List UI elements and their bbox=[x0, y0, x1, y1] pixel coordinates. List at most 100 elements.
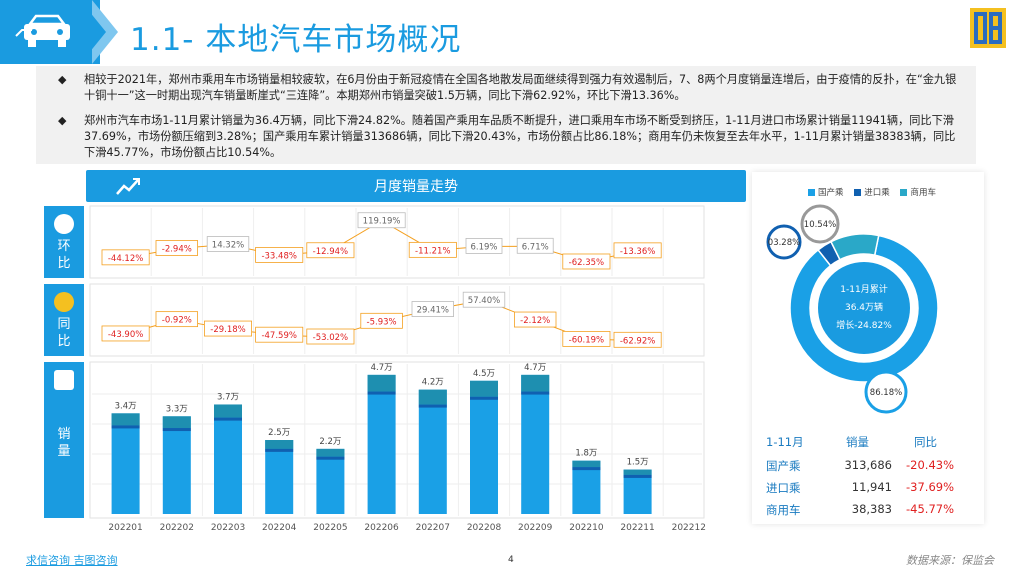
bar-value-label: 4.2万 bbox=[422, 378, 444, 388]
sales-bar-divider bbox=[418, 404, 447, 408]
sales-bar-top bbox=[111, 413, 140, 426]
data-label-box bbox=[408, 241, 457, 258]
data-label-box bbox=[360, 312, 403, 329]
data-label: -29.18% bbox=[210, 325, 245, 335]
x-tick-label: 202204 bbox=[262, 523, 297, 533]
data-label-box bbox=[255, 326, 304, 343]
footer-links[interactable]: 求信咨询 吉图咨询 bbox=[26, 554, 118, 567]
data-label-box bbox=[357, 212, 406, 229]
percent-icon bbox=[54, 292, 74, 312]
bar-value-label: 3.4万 bbox=[115, 401, 137, 411]
x-tick-label: 202212 bbox=[672, 523, 706, 533]
bar-value-label: 1.5万 bbox=[627, 458, 649, 468]
data-label: -0.92% bbox=[162, 316, 192, 326]
monthly-chart: -44.12% -2.94% 14.32% -33.48% -12.94% 119.19%… bbox=[89, 205, 706, 533]
data-label-box bbox=[206, 236, 250, 252]
data-label: 14.32% bbox=[212, 241, 244, 251]
data-label-box bbox=[204, 320, 253, 337]
x-tick-label: 202210 bbox=[569, 523, 604, 533]
chart-title-bar: 月度销量走势 bbox=[86, 170, 746, 202]
side-label-sales: 销量 bbox=[44, 362, 84, 518]
sales-bar-top bbox=[214, 404, 242, 418]
sales-bar-top bbox=[572, 460, 601, 468]
donut-center-line: 增长-24.82% bbox=[836, 319, 892, 331]
sales-bar-top bbox=[521, 374, 550, 392]
data-label: -47.59% bbox=[261, 331, 296, 341]
summary-text: 郑州市汽车市场1-11月累计销量为36.4万辆，同比下滑24.82%。随着国产乘… bbox=[84, 114, 956, 159]
data-label-box bbox=[462, 291, 506, 308]
sales-bar-top bbox=[162, 416, 191, 429]
sales-bar bbox=[214, 404, 242, 514]
donut-callout-label: 86.18% bbox=[870, 388, 902, 398]
data-label: -44.12% bbox=[108, 254, 143, 264]
donut-slice bbox=[789, 234, 939, 383]
table-cell-sales: 313,686 bbox=[844, 458, 892, 472]
bar-value-label: 3.3万 bbox=[166, 404, 188, 414]
page-title: 1.1- 本地汽车市场概况 bbox=[130, 22, 462, 58]
sales-bar-divider bbox=[623, 474, 652, 478]
donut-callout-circle bbox=[766, 224, 802, 260]
data-label: -53.02% bbox=[313, 333, 348, 343]
sales-bar bbox=[316, 448, 345, 514]
x-tick-label: 202211 bbox=[620, 523, 654, 533]
sales-bar-divider bbox=[521, 391, 550, 395]
side-label-yoy: 同比 bbox=[44, 284, 84, 356]
table-cell-yoy: -37.69% bbox=[906, 480, 954, 494]
sales-bar-divider bbox=[265, 448, 294, 452]
data-label-box bbox=[306, 328, 355, 345]
summary-text: 相较于2021年，郑州市乘用车市场销量相较疲软，在6月份由于新冠疫情在全国各地散… bbox=[84, 73, 957, 102]
sales-bar-top bbox=[470, 380, 498, 397]
sales-bar bbox=[111, 413, 140, 514]
table-cell-sales: 11,941 bbox=[851, 480, 892, 494]
sales-bar-top bbox=[316, 448, 345, 457]
table-cell-sales: 38,383 bbox=[851, 502, 892, 516]
data-label: -62.92% bbox=[620, 336, 655, 346]
diamond-bullet-icon: ◆ bbox=[58, 73, 67, 86]
data-label: 6.19% bbox=[470, 242, 497, 252]
chart-title: 月度销量走势 bbox=[374, 179, 458, 195]
data-label: -2.12% bbox=[520, 316, 550, 326]
legend-item: 进口乘 bbox=[864, 188, 890, 198]
bar-value-label: 1.8万 bbox=[575, 449, 597, 459]
data-label-box bbox=[101, 249, 150, 266]
sales-bar bbox=[162, 416, 191, 514]
table-cell-yoy: -20.43% bbox=[906, 458, 954, 472]
donut-callout-label: 03.28% bbox=[768, 238, 800, 248]
data-label: 6.71% bbox=[522, 242, 549, 252]
data-label: -62.35% bbox=[569, 258, 604, 268]
data-label: -11.21% bbox=[415, 246, 450, 256]
donut-slice bbox=[829, 233, 880, 261]
side-label-text: 环比 bbox=[57, 239, 71, 271]
x-tick-label: 202202 bbox=[160, 523, 194, 533]
data-label-box bbox=[562, 253, 611, 270]
sales-bar bbox=[418, 389, 447, 514]
sales-bar-top bbox=[623, 469, 652, 475]
data-label: -12.94% bbox=[313, 247, 348, 257]
donut-callout-circle bbox=[800, 204, 840, 244]
table-row: 进口乘 11,941 -37.69% bbox=[760, 480, 990, 500]
x-tick-label: 202203 bbox=[211, 523, 245, 533]
x-tick-label: 202201 bbox=[108, 523, 142, 533]
data-label-box bbox=[411, 301, 454, 317]
sales-bar-top bbox=[418, 389, 447, 405]
data-label: -5.93% bbox=[367, 317, 397, 327]
sales-bar-divider bbox=[470, 396, 498, 400]
donut-center-line: 36.4万辆 bbox=[845, 301, 883, 313]
table-header: 同比 bbox=[914, 435, 937, 449]
sales-bar-divider bbox=[572, 467, 601, 471]
x-tick-label: 202208 bbox=[467, 523, 502, 533]
donut-center-line: 1-11月累计 bbox=[840, 283, 887, 295]
donut-callout-label: 10.54% bbox=[804, 220, 836, 230]
data-label: -43.90% bbox=[108, 330, 143, 340]
data-label-box bbox=[306, 242, 355, 259]
header-chevron bbox=[80, 0, 106, 64]
data-label-box bbox=[255, 247, 304, 263]
summary-box: ◆ 相较于2021年，郑州市乘用车市场销量相较疲软，在6月份由于新冠疫情在全国各… bbox=[36, 66, 976, 164]
table-cell-name: 国产乘 bbox=[766, 459, 801, 473]
table-header: 1-11月 bbox=[766, 435, 804, 449]
sales-bar bbox=[470, 380, 498, 514]
data-label-box bbox=[155, 240, 198, 256]
diamond-bullet-icon: ◆ bbox=[58, 114, 67, 127]
sales-bar-divider bbox=[162, 428, 191, 432]
bar-chart-icon bbox=[54, 370, 74, 390]
